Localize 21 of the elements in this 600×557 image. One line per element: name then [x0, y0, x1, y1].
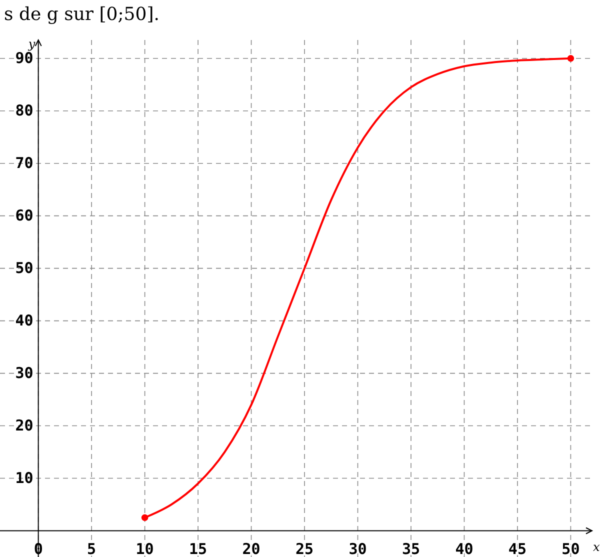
y-tick-label: 70 [15, 154, 34, 172]
x-tick-label: 15 [189, 540, 208, 557]
x-tick-label: 10 [136, 540, 154, 557]
y-tick-label: 20 [15, 416, 34, 435]
x-tick-label: 25 [295, 540, 314, 557]
x-tick-label: 20 [242, 540, 260, 557]
x-tick-label: 5 [87, 540, 96, 557]
y-axis-title: y [27, 37, 36, 51]
x-tick-label: 40 [455, 540, 474, 557]
x-tick-label: 30 [348, 540, 367, 557]
y-tick-label: 50 [15, 259, 34, 278]
x-axis-title: x [593, 540, 600, 554]
x-tick-label: 35 [402, 540, 420, 557]
y-tick-label: 80 [15, 102, 34, 120]
y-tick-label: 10 [15, 469, 34, 488]
y-tick-label: 40 [15, 312, 34, 330]
y-tick-label: 30 [15, 364, 34, 382]
chart-title: s de g sur [0;50]. [4, 4, 160, 25]
y-tick-label: 60 [15, 206, 34, 225]
x-tick-label: 45 [508, 540, 526, 557]
x-tick-label: 50 [562, 540, 580, 557]
